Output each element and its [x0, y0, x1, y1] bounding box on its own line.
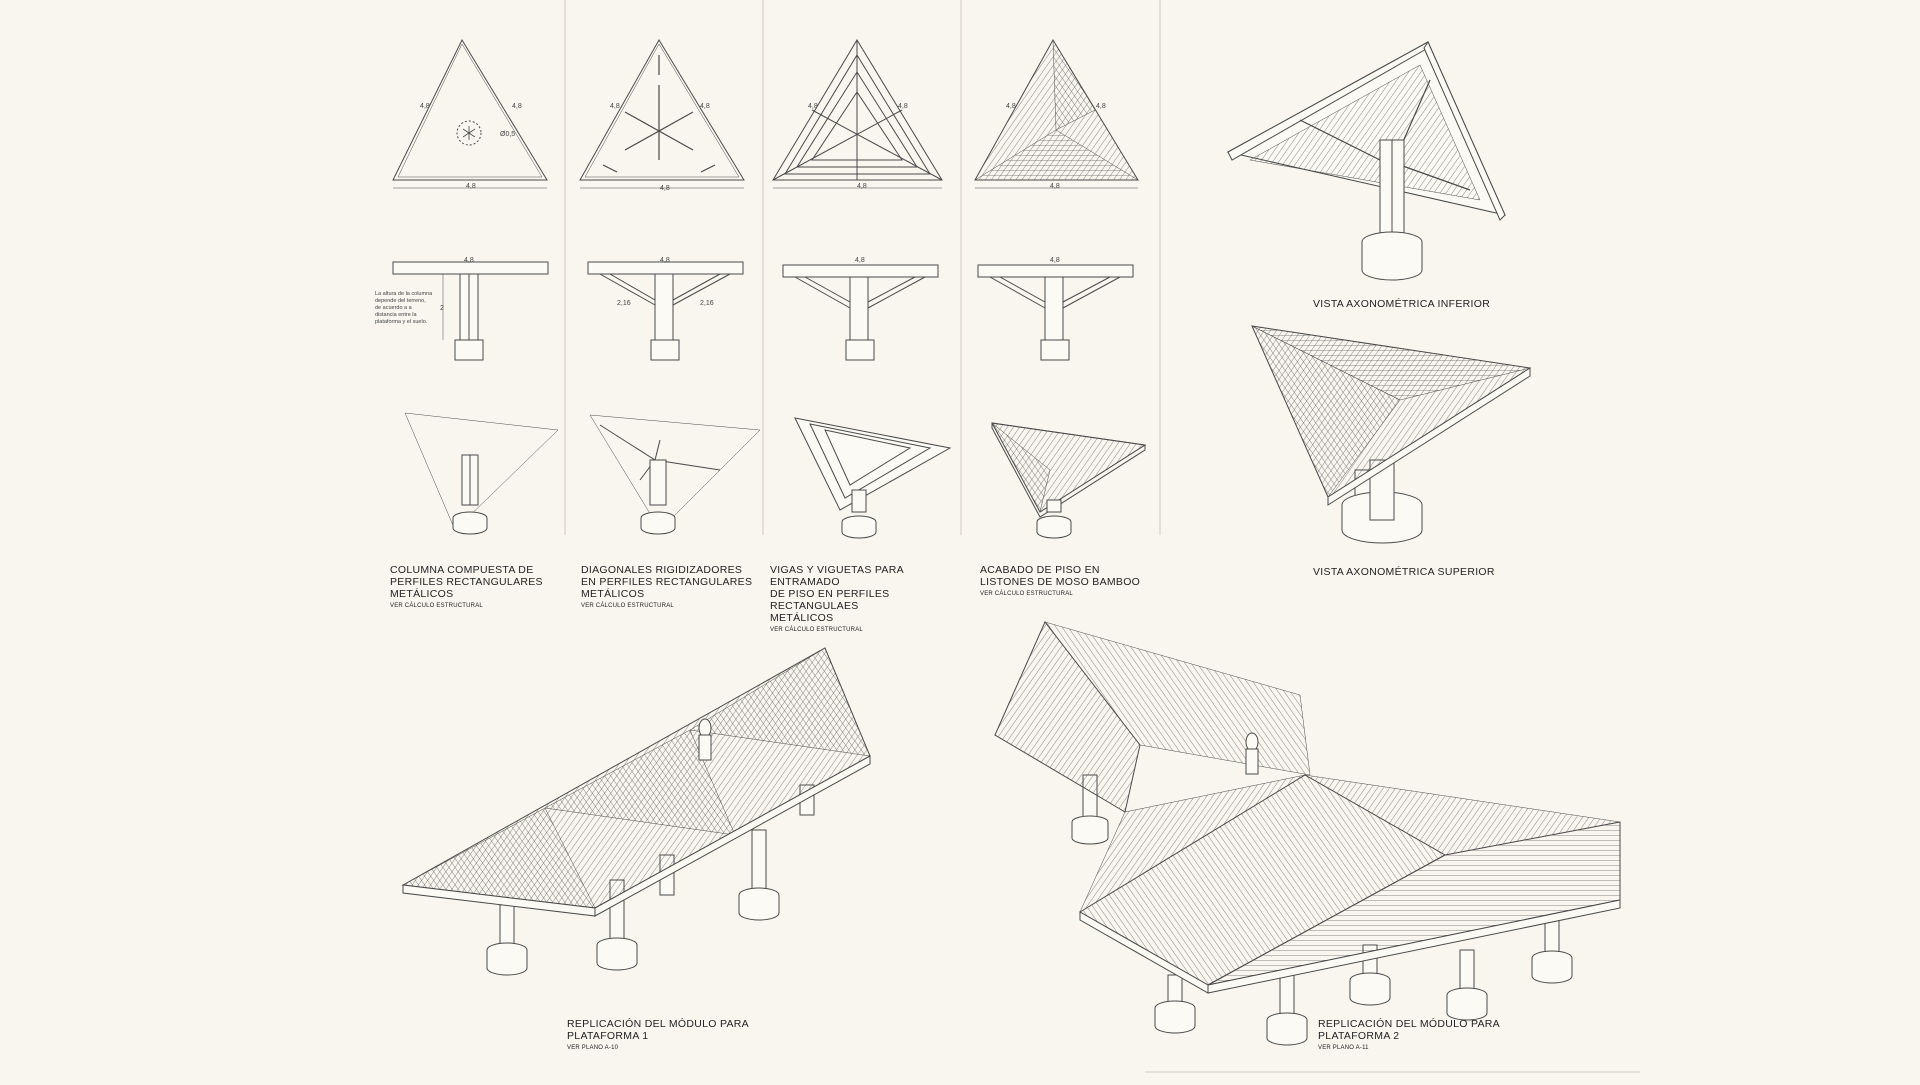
dim-label: 4,8	[855, 257, 865, 264]
dim-label: 4,8	[1050, 183, 1060, 190]
dim-label: 2,16	[617, 300, 631, 307]
axon-inferior-view	[1226, 40, 1506, 281]
dim-label: 4,8	[464, 257, 474, 264]
caption-vigas: VIGAS Y VIGUETAS PARA ENTRAMADO DE PISO …	[770, 564, 970, 633]
caption-title: VIGAS Y VIGUETAS PARA ENTRAMADO DE PISO …	[770, 564, 904, 624]
caption-axon-inferior: VISTA AXONOMÉTRICA INFERIOR	[1313, 298, 1513, 310]
caption-title: VISTA AXONOMÉTRICA INFERIOR	[1313, 298, 1491, 310]
caption-title: VISTA AXONOMÉTRICA SUPERIOR	[1313, 566, 1495, 578]
axon-beams	[794, 417, 952, 539]
platform-1-drawing	[401, 647, 871, 976]
caption-platform-1: REPLICACIÓN DEL MÓDULO PARA PLATAFORMA 1…	[567, 1018, 767, 1051]
caption-subtitle: VER CÁLCULO ESTRUCTURAL	[581, 603, 674, 609]
dim-label: 4,8	[610, 103, 620, 110]
caption-title: COLUMNA COMPUESTA DE PERFILES RECTANGULA…	[390, 564, 543, 600]
elevation-diagonals	[587, 261, 744, 361]
axon-superior-view	[1251, 325, 1532, 544]
elevation-column	[392, 261, 549, 361]
dim-label: 4,8	[1096, 103, 1106, 110]
caption-title: REPLICACIÓN DEL MÓDULO PARA PLATAFORMA 2	[1318, 1018, 1500, 1042]
dim-label: 4,8	[857, 183, 867, 190]
plan-view-column	[392, 38, 548, 189]
plan-view-diagonals	[579, 39, 745, 189]
plan-view-floor	[974, 39, 1139, 189]
dim-label: 4,8	[898, 103, 908, 110]
dim-label: 4,8	[660, 257, 670, 264]
caption-subtitle: VER PLANO A-10	[567, 1045, 619, 1051]
caption-platform-2: REPLICACIÓN DEL MÓDULO PARA PLATAFORMA 2…	[1318, 1018, 1518, 1051]
dim-label: 4,8	[660, 185, 670, 192]
platform-2-drawing	[994, 621, 1621, 1046]
elevation-beams	[782, 264, 939, 361]
caption-title: ACABADO DE PISO EN LISTONES DE MOSO BAMB…	[980, 564, 1141, 588]
dim-label: 2,16	[700, 300, 714, 307]
axon-diagonals	[589, 414, 761, 535]
dim-label: 4,8	[420, 103, 430, 110]
axon-column	[404, 412, 559, 535]
caption-subtitle: VER CÁLCULO ESTRUCTURAL	[390, 603, 483, 609]
caption-subtitle: VER CÁLCULO ESTRUCTURAL	[770, 627, 863, 633]
dim-label: 4,8	[466, 183, 476, 190]
dim-label: 4,8	[1006, 103, 1016, 110]
plan-view-beams	[772, 39, 943, 189]
dim-label: Ø0,5	[500, 131, 515, 138]
dim-label: 4,8	[700, 103, 710, 110]
caption-columna: COLUMNA COMPUESTA DE PERFILES RECTANGULA…	[390, 564, 570, 609]
dim-label: 4,8	[808, 103, 818, 110]
dim-label: 2	[440, 305, 444, 312]
caption-diagonales: DIAGONALES RIGIDIZADORES EN PERFILES REC…	[581, 564, 761, 609]
caption-axon-superior: VISTA AXONOMÉTRICA SUPERIOR	[1313, 566, 1513, 578]
caption-title: REPLICACIÓN DEL MÓDULO PARA PLATAFORMA 1	[567, 1018, 749, 1042]
axon-floor	[991, 422, 1147, 539]
caption-acabado: ACABADO DE PISO EN LISTONES DE MOSO BAMB…	[980, 564, 1160, 597]
elevation-floor	[977, 264, 1134, 361]
dim-label: 4,8	[512, 103, 522, 110]
caption-subtitle: VER CÁLCULO ESTRUCTURAL	[980, 591, 1073, 597]
caption-subtitle: VER PLANO A-11	[1318, 1045, 1369, 1051]
dim-label: 4,8	[1050, 257, 1060, 264]
caption-title: DIAGONALES RIGIDIZADORES EN PERFILES REC…	[581, 564, 753, 600]
column-height-note: La altura de la columna depende del terr…	[375, 291, 440, 325]
column-separators	[564, 0, 1640, 1073]
